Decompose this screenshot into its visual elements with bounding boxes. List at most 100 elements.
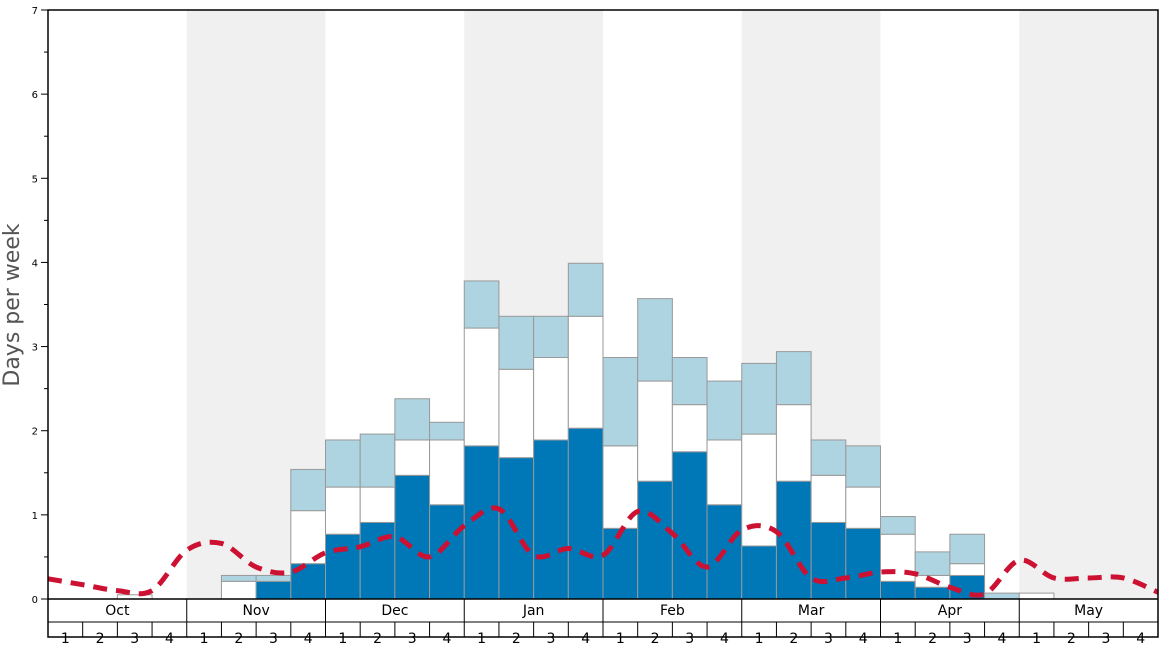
week-label: 4 — [442, 631, 451, 647]
bar-segment-light — [741, 362, 777, 435]
month-label-jan: Jan — [522, 603, 545, 619]
month-label-nov: Nov — [242, 603, 269, 619]
week-label: 2 — [1067, 631, 1076, 647]
bar-segment-white — [810, 474, 847, 523]
week-label: 1 — [200, 631, 209, 647]
y-tick-label: 3 — [32, 343, 38, 354]
bar-segment-dark — [637, 480, 673, 600]
bar-segment-dark — [845, 527, 881, 600]
week-label: 3 — [408, 631, 417, 647]
bar-segment-light — [880, 516, 916, 535]
bar-segment-dark — [810, 521, 847, 600]
week-label: 4 — [859, 631, 868, 647]
month-label-feb: Feb — [660, 603, 685, 619]
bar-segment-dark — [255, 580, 292, 600]
y-tick-label: 7 — [32, 6, 38, 17]
week-label: 4 — [1136, 631, 1145, 647]
bar-segment-dark — [914, 586, 951, 600]
week-label: 4 — [304, 631, 313, 647]
bar-segment-light — [498, 315, 535, 370]
week-label: 3 — [685, 631, 694, 647]
bar-segment-dark — [429, 504, 465, 600]
y-tick-label: 4 — [32, 258, 38, 269]
week-label: 4 — [720, 631, 729, 647]
bar-segment-light — [290, 468, 326, 512]
bar-segment-dark — [533, 439, 569, 600]
bar-segment-dark — [394, 474, 431, 600]
bar-segment-dark — [567, 427, 604, 600]
bar-segment-white — [845, 486, 881, 529]
week-label: 3 — [824, 631, 833, 647]
week-label: 2 — [373, 631, 382, 647]
bar-segment-light — [394, 398, 431, 441]
bar-segment-dark — [671, 451, 708, 600]
bar-segment-light — [949, 533, 986, 565]
week-label: 1 — [477, 631, 486, 647]
bar-segment-light — [845, 445, 881, 488]
week-label: 3 — [547, 631, 556, 647]
bar-segment-light — [637, 298, 673, 382]
bar-segment-light — [602, 357, 639, 447]
bar-segment-dark — [359, 521, 396, 600]
bar-segment-dark — [880, 580, 916, 600]
bar-segment-light — [810, 439, 847, 476]
bar-segment-light — [984, 592, 1020, 600]
x-axis: Oct 1 2 3 4 Nov 1 2 3 4 Dec 1 2 3 4 Jan 1 2 3 4 Feb 1 2 3 4 Mar 1 2… — [48, 599, 1158, 647]
bar-segment-dark — [775, 480, 812, 600]
bar-segment-white — [567, 315, 604, 429]
bar-segment-light — [429, 421, 465, 441]
week-label: 4 — [165, 631, 174, 647]
bar-segment-light — [463, 280, 500, 329]
week-label: 3 — [1102, 631, 1111, 647]
bar-segment-white — [671, 404, 708, 453]
week-label: 2 — [512, 631, 521, 647]
month-band-may — [1019, 10, 1158, 599]
week-label: 1 — [616, 631, 625, 647]
week-label: 2 — [651, 631, 660, 647]
bar-segment-light — [567, 262, 604, 317]
bar-segment-light — [671, 357, 708, 406]
week-label: 4 — [581, 631, 590, 647]
y-tick-label: 0 — [32, 595, 38, 606]
bar-segment-dark — [741, 545, 777, 600]
bar-segment-light — [706, 380, 743, 441]
bar-segment-light — [775, 351, 812, 406]
bar-segment-light — [914, 551, 951, 576]
week-label: 2 — [234, 631, 243, 647]
week-label: 1 — [893, 631, 902, 647]
bar-segment-dark — [463, 445, 500, 600]
bar-segment-white — [429, 439, 465, 506]
y-axis: 0 1 2 3 4 5 6 7 — [32, 6, 48, 606]
bar-segment-white — [498, 368, 535, 459]
bar-segment-dark — [325, 533, 361, 600]
week-label: 3 — [269, 631, 278, 647]
average-line-layer — [47, 505, 1160, 598]
bar-segment-white — [637, 380, 673, 482]
week-label: 1 — [61, 631, 70, 647]
month-label-dec: Dec — [381, 603, 408, 619]
bar-segment-light — [325, 439, 361, 488]
month-label-mar: Mar — [798, 603, 825, 619]
y-tick-label: 5 — [32, 174, 38, 185]
week-label: 2 — [928, 631, 937, 647]
week-label: 1 — [755, 631, 764, 647]
bar-segment-white — [394, 439, 431, 476]
y-tick-label: 1 — [32, 511, 38, 522]
bar-segment-light — [220, 574, 257, 582]
average-line — [47, 505, 1160, 598]
month-label-may: May — [1074, 603, 1103, 619]
bar-segment-dark — [602, 527, 639, 600]
bar-segment-light — [255, 574, 292, 582]
bar-segment-light — [533, 315, 569, 359]
bar-segment-white — [706, 439, 743, 506]
week-label: 3 — [963, 631, 972, 647]
bar-segment-white — [220, 580, 257, 600]
month-label-apr: Apr — [938, 603, 962, 619]
bar-segment-white — [463, 327, 500, 447]
bar-segment-white — [1018, 592, 1055, 600]
bar-segment-white — [949, 563, 986, 576]
month-label-oct: Oct — [105, 603, 130, 619]
bar-segment-light — [359, 433, 396, 488]
bar-segment-white — [775, 404, 812, 482]
